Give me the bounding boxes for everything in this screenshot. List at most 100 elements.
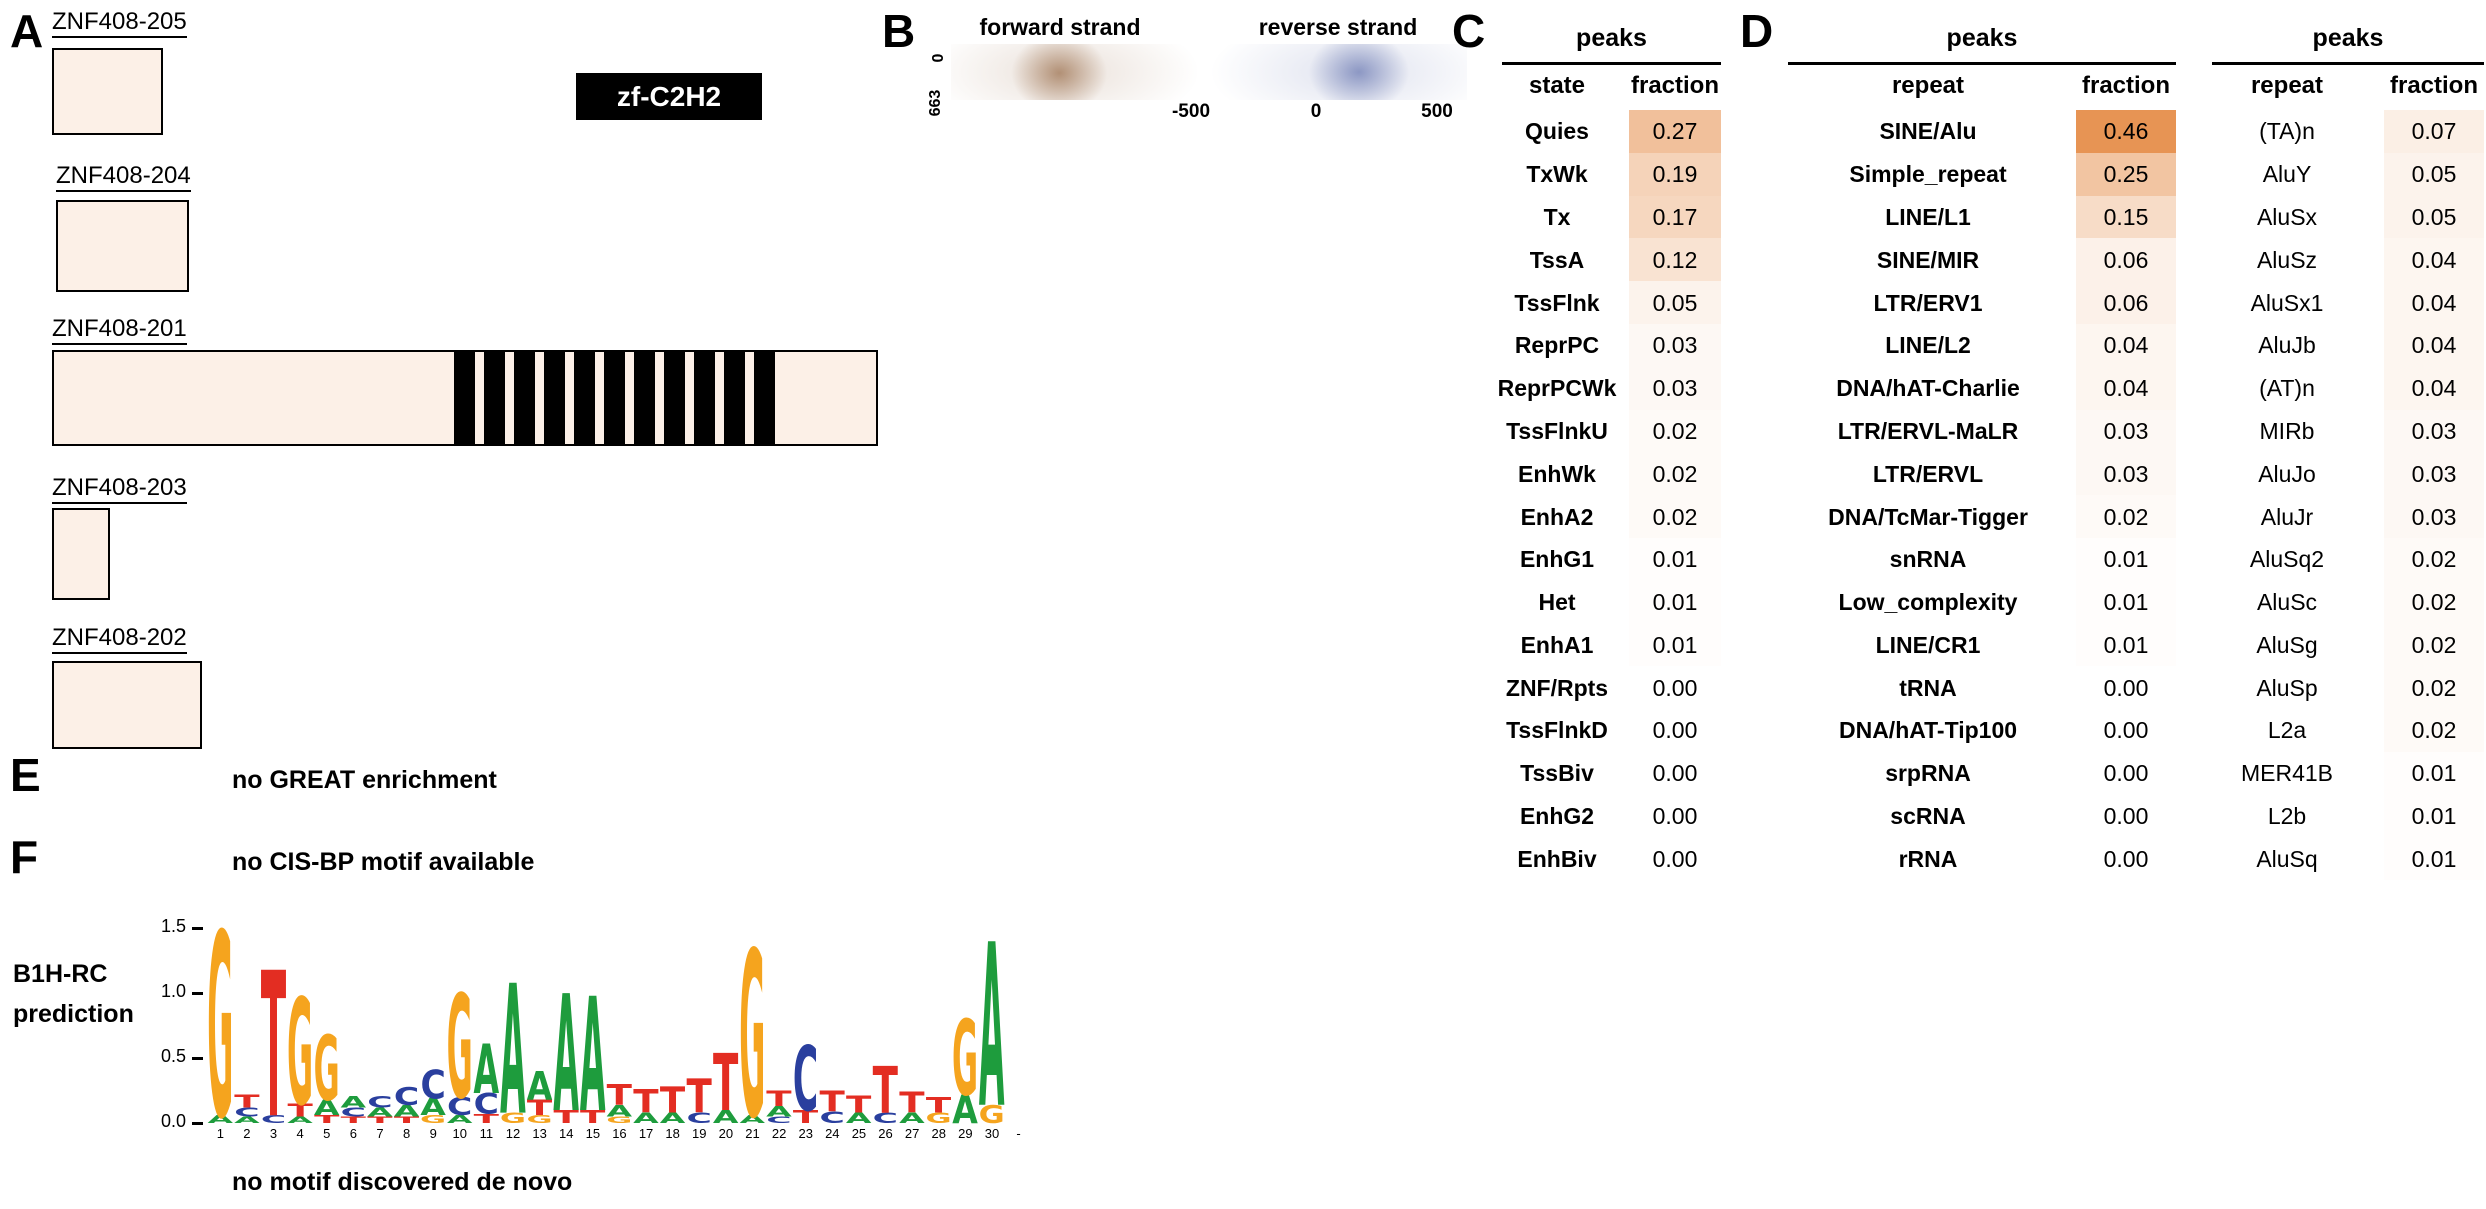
logo-letter: A — [713, 1107, 739, 1125]
logo-xtick: 29 — [958, 1126, 973, 1141]
logo-letter: T — [873, 1054, 899, 1125]
fraction-value: 0.06 — [2076, 281, 2176, 324]
table-row: EnhA2 0.02 — [1502, 495, 1721, 538]
logo-xtick: 18 — [665, 1126, 680, 1141]
row-label: AluJr — [2260, 503, 2314, 530]
logo-ytick: 1.5 — [160, 916, 186, 936]
logo-letter: C — [447, 1093, 472, 1122]
row-label: TssFlnkU — [1506, 417, 1608, 444]
isoform-name: ZNF408-201 — [52, 315, 187, 345]
fraction-value: 0.02 — [2384, 581, 2484, 624]
reverse-strand-heatmap — [1210, 44, 1467, 100]
fraction-value: 0.25 — [2076, 152, 2176, 196]
table-row: AluJb 0.04 — [2212, 323, 2484, 367]
fraction-value: 0.01 — [2411, 760, 2457, 787]
logo-xtick: 26 — [878, 1126, 893, 1141]
logo-letter: G — [606, 1115, 632, 1125]
table-row: AluJr 0.03 — [2212, 495, 2484, 538]
isoform-box-znf408-205 — [52, 48, 163, 135]
fraction-value: 0.03 — [2384, 452, 2484, 496]
fraction-value: 0.04 — [2384, 323, 2484, 367]
logo-letter: A — [739, 1113, 765, 1125]
chromatin-state-table: Quies 0.27 TxWk 0.19 Tx 0.17 TssA 0.12 TssFlnk 0.… — [1498, 110, 1721, 880]
logo-letter: A — [207, 1113, 233, 1125]
fraction-value: 0.27 — [1629, 110, 1721, 153]
row-label: EnhA1 — [1520, 631, 1594, 658]
fraction-value: 0.15 — [2076, 195, 2176, 239]
row-label: TxWk — [1526, 161, 1588, 188]
logo-letter: T — [527, 1096, 553, 1121]
logo-letter: A — [287, 1115, 313, 1125]
logo-ytick: 0.0 — [160, 1111, 186, 1131]
logo-letter: T — [553, 1106, 578, 1125]
table-row: EnhG2 0.00 — [1502, 795, 1721, 838]
fraction-value: 0.00 — [2103, 760, 2149, 787]
logo-xtick: 6 — [349, 1126, 357, 1141]
logo-letter: C — [766, 1115, 791, 1125]
logo-letter: T — [607, 1078, 633, 1112]
table-row: EnhWk 0.02 — [1502, 452, 1721, 495]
table-row: TxWk 0.19 — [1502, 152, 1721, 196]
repeat-element-table: (TA)n 0.07 AluY 0.05 AluSx 0.05 AluSz 0.04 AluSx… — [2212, 110, 2484, 880]
table-row: SINE/MIR 0.06 — [1788, 238, 2176, 282]
logo-letter: A — [580, 965, 606, 1125]
row-label: L2a — [2267, 717, 2307, 744]
fraction-value: 0.00 — [1652, 803, 1698, 830]
fraction-value: 0.00 — [2103, 674, 2149, 701]
logo-ytick: 1.0 — [160, 981, 186, 1001]
table-row: AluSg 0.02 — [2212, 624, 2484, 667]
row-label: AluJo — [2258, 460, 2316, 487]
logo-x-axis: 1 2 3 4 5 6 7 8 9 10 11 12 13 14 15 16 17 18 19 20 21 22 23 24 2… — [207, 1126, 1032, 1141]
logo-letter: A — [979, 925, 1005, 1125]
peaks-table-title: peaks — [1576, 24, 1647, 52]
table-row: ReprPCWk 0.03 — [1498, 366, 1721, 410]
logo-letter: A — [633, 1110, 659, 1125]
logo-xtick: 30 — [984, 1126, 1000, 1141]
fraction-column-header: fraction — [2081, 72, 2170, 99]
fraction-value: 0.00 — [2103, 717, 2149, 744]
logo-letter: C — [394, 1082, 419, 1111]
panel-a-label: A — [10, 5, 44, 57]
row-label: LINE/L2 — [1885, 332, 1971, 359]
zf-c2h2-domain-badge: zf-C2H2 — [576, 73, 762, 120]
no-great-enrichment-note: no GREAT enrichment — [232, 766, 497, 794]
row-label: EnhBiv — [1517, 845, 1597, 872]
logo-letter: G — [979, 1099, 1005, 1125]
logo-letter: A — [447, 1113, 473, 1125]
logo-letter: T — [261, 930, 286, 1125]
table-row: DNA/TcMar-Tigger 0.02 — [1788, 495, 2176, 538]
table-row: ReprPC 0.03 — [1502, 323, 1721, 367]
logo-xtick: 5 — [323, 1126, 331, 1141]
fraction-value: 0.04 — [2076, 323, 2176, 367]
table-row: TssFlnkD 0.00 — [1502, 709, 1721, 752]
table-row: LTR/ERVL 0.03 — [1788, 452, 2176, 496]
isoform-label: ZNF408-204 — [56, 162, 191, 192]
logo-letter: C — [686, 1111, 711, 1125]
forward-strand-heatmap — [951, 44, 1197, 100]
logo-letter: A — [394, 1102, 420, 1120]
table-row: DNA/hAT-Charlie 0.04 — [1788, 366, 2176, 410]
table-row: LINE/CR1 0.01 — [1788, 624, 2176, 667]
fraction-value: 0.07 — [2384, 110, 2484, 153]
logo-xtick: 2 — [243, 1126, 251, 1141]
row-label: AluSq — [2256, 845, 2318, 872]
row-label: srpRNA — [1885, 760, 1971, 787]
fraction-value: 0.02 — [1629, 495, 1721, 538]
row-label: EnhA2 — [1520, 503, 1594, 530]
table-row: (TA)n 0.07 — [2212, 110, 2484, 153]
logo-letter: G — [420, 1113, 446, 1125]
row-label: (AT)n — [2259, 375, 2315, 402]
fraction-value: 0.02 — [2076, 495, 2176, 538]
heatmap-xtick: -500 — [1171, 101, 1211, 122]
logo-letter: G — [739, 925, 765, 1125]
logo-letter: A — [846, 1110, 872, 1125]
fraction-value: 0.05 — [2384, 152, 2484, 196]
no-cisbp-motif-note: no CIS-BP motif available — [232, 848, 535, 876]
no-denovo-motif-note: no motif discovered de novo — [232, 1168, 573, 1196]
logo-letter: C — [420, 1062, 445, 1108]
logo-letter: A — [234, 1115, 260, 1125]
table-row: LTR/ERV1 0.06 — [1788, 281, 2176, 324]
title-underline — [1788, 62, 2176, 65]
fraction-value: 0.06 — [2076, 238, 2176, 282]
